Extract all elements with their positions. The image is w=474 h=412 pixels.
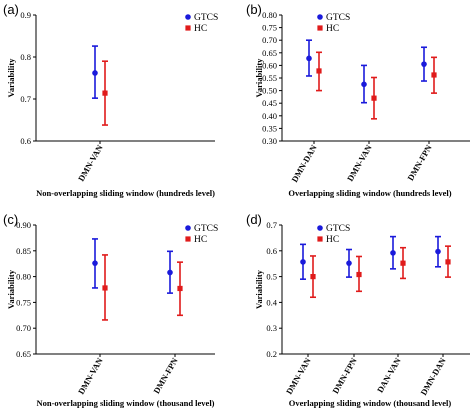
y-tick-label: 0.8 [20, 52, 31, 62]
chart-panel-c: (c) 0.65 0.70 0.75 0.80 0.85 0.90 Variability DM… [3, 212, 218, 408]
chart-panel-b: (b) 0.30 0.35 0.40 0.45 0.50 0.55 0.60 0.65 0.70 0… [246, 2, 470, 198]
category-label: DMN-DAN [289, 142, 319, 184]
y-tick-label: 0.45 [262, 98, 277, 108]
data-point-hc [316, 68, 322, 74]
y-tick-label: 0.50 [262, 86, 277, 96]
category-label: DMN-VAN [76, 355, 105, 396]
y-tick-label: 0.85 [16, 246, 31, 256]
chart-panel-d: (d) 0.2 0.3 0.4 0.5 0.6 0.7 Variability DMN-VAN D… [246, 212, 470, 408]
data-point-hc [371, 95, 377, 101]
data-point-gtcs [300, 259, 306, 265]
data-point-gtcs [361, 81, 367, 88]
x-axis-label: Non-overlapping sliding window (thousand… [36, 398, 214, 408]
y-tick-label: 0.60 [262, 60, 277, 70]
panel-label: (a) [3, 2, 19, 17]
legend-label: HC [194, 24, 207, 34]
y-tick-label: 0.6 [20, 136, 31, 146]
data-point-hc [310, 274, 316, 280]
data-point-gtcs [167, 269, 173, 276]
legend-marker-gtcs [185, 14, 191, 20]
data-point-gtcs [92, 70, 98, 76]
x-axis-label: Non-overlapping sliding window (hundreds… [36, 188, 215, 198]
y-tick-label: 0.3 [266, 323, 277, 333]
legend-marker-hc [185, 25, 191, 31]
category-label: DMN-FPN [151, 355, 180, 395]
data-point-gtcs [346, 260, 352, 266]
y-tick-label: 0.9 [20, 10, 31, 20]
y-tick-label: 0.55 [262, 73, 277, 83]
category-label: DMN-FPN [405, 142, 434, 182]
y-tick-label: 0.5 [266, 272, 277, 282]
data-point-gtcs [306, 55, 312, 62]
data-point-hc [445, 259, 451, 265]
panel-label: (b) [246, 2, 262, 17]
y-tick-label: 0.80 [16, 272, 31, 282]
y-axis-label: Variability [6, 269, 16, 309]
y-tick-label: 0.4 [266, 297, 277, 307]
legend-marker-hc [317, 236, 323, 242]
data-point-gtcs [435, 248, 441, 255]
legend-marker-gtcs [317, 225, 323, 231]
category-label: DMN-VAN [284, 355, 313, 396]
y-axis-label: Variability [254, 58, 264, 98]
y-tick-label: 0.7 [20, 94, 31, 104]
legend-marker-gtcs [317, 14, 323, 20]
legend-label: HC [326, 24, 339, 34]
panel-label: (d) [246, 212, 262, 227]
legend-marker-hc [185, 236, 191, 242]
panel-label: (c) [3, 212, 18, 227]
y-tick-label: 0.75 [262, 23, 277, 33]
category-label: DMN-VAN [345, 142, 374, 183]
y-tick-label: 0.2 [266, 349, 277, 359]
data-point-hc [102, 285, 108, 291]
data-point-gtcs [421, 61, 427, 67]
y-axis-label: Variability [254, 269, 264, 309]
chart-panel-a: (a) 0.6 0.7 0.8 0.9 Variability DMN-VAN Non-ove… [3, 2, 218, 198]
data-point-hc [431, 72, 437, 78]
data-point-gtcs [92, 260, 98, 266]
legend-label: GTCS [194, 224, 218, 234]
y-tick-label: 0.70 [262, 35, 277, 45]
y-tick-label: 0.70 [16, 323, 31, 333]
legend-label: HC [326, 235, 339, 245]
data-point-hc [177, 285, 183, 292]
y-axis-label: Variability [6, 58, 16, 98]
y-tick-label: 0.90 [16, 220, 31, 230]
x-axis-label: Overlapping sliding window (thousand lev… [289, 398, 452, 408]
y-tick-label: 0.40 [262, 111, 277, 121]
category-label: DMN-VAN [76, 142, 105, 183]
y-tick-label: 0.30 [262, 136, 277, 146]
category-label: DAN-VAN [375, 355, 403, 394]
category-label: DMN-FPN [330, 355, 359, 395]
legend-label: GTCS [326, 224, 350, 234]
data-point-hc [102, 90, 108, 96]
legend-label: GTCS [194, 13, 218, 23]
y-tick-label: 0.7 [266, 220, 277, 230]
legend-label: HC [194, 235, 207, 245]
category-label: DMN-DAN [418, 355, 448, 397]
legend-label: GTCS [326, 13, 350, 23]
data-point-hc [400, 260, 406, 266]
data-point-hc [356, 271, 362, 278]
y-tick-label: 0.65 [262, 48, 277, 58]
y-tick-label: 0.35 [262, 123, 277, 133]
y-tick-label: 0.75 [16, 297, 31, 307]
legend-marker-gtcs [185, 225, 191, 231]
legend-marker-hc [317, 25, 323, 31]
y-tick-label: 0.6 [266, 246, 277, 256]
y-tick-label: 0.65 [16, 349, 31, 359]
x-axis-label: Overlapping sliding window (hundreds lev… [288, 188, 451, 198]
y-tick-label: 0.80 [262, 10, 277, 20]
data-point-gtcs [390, 250, 396, 256]
